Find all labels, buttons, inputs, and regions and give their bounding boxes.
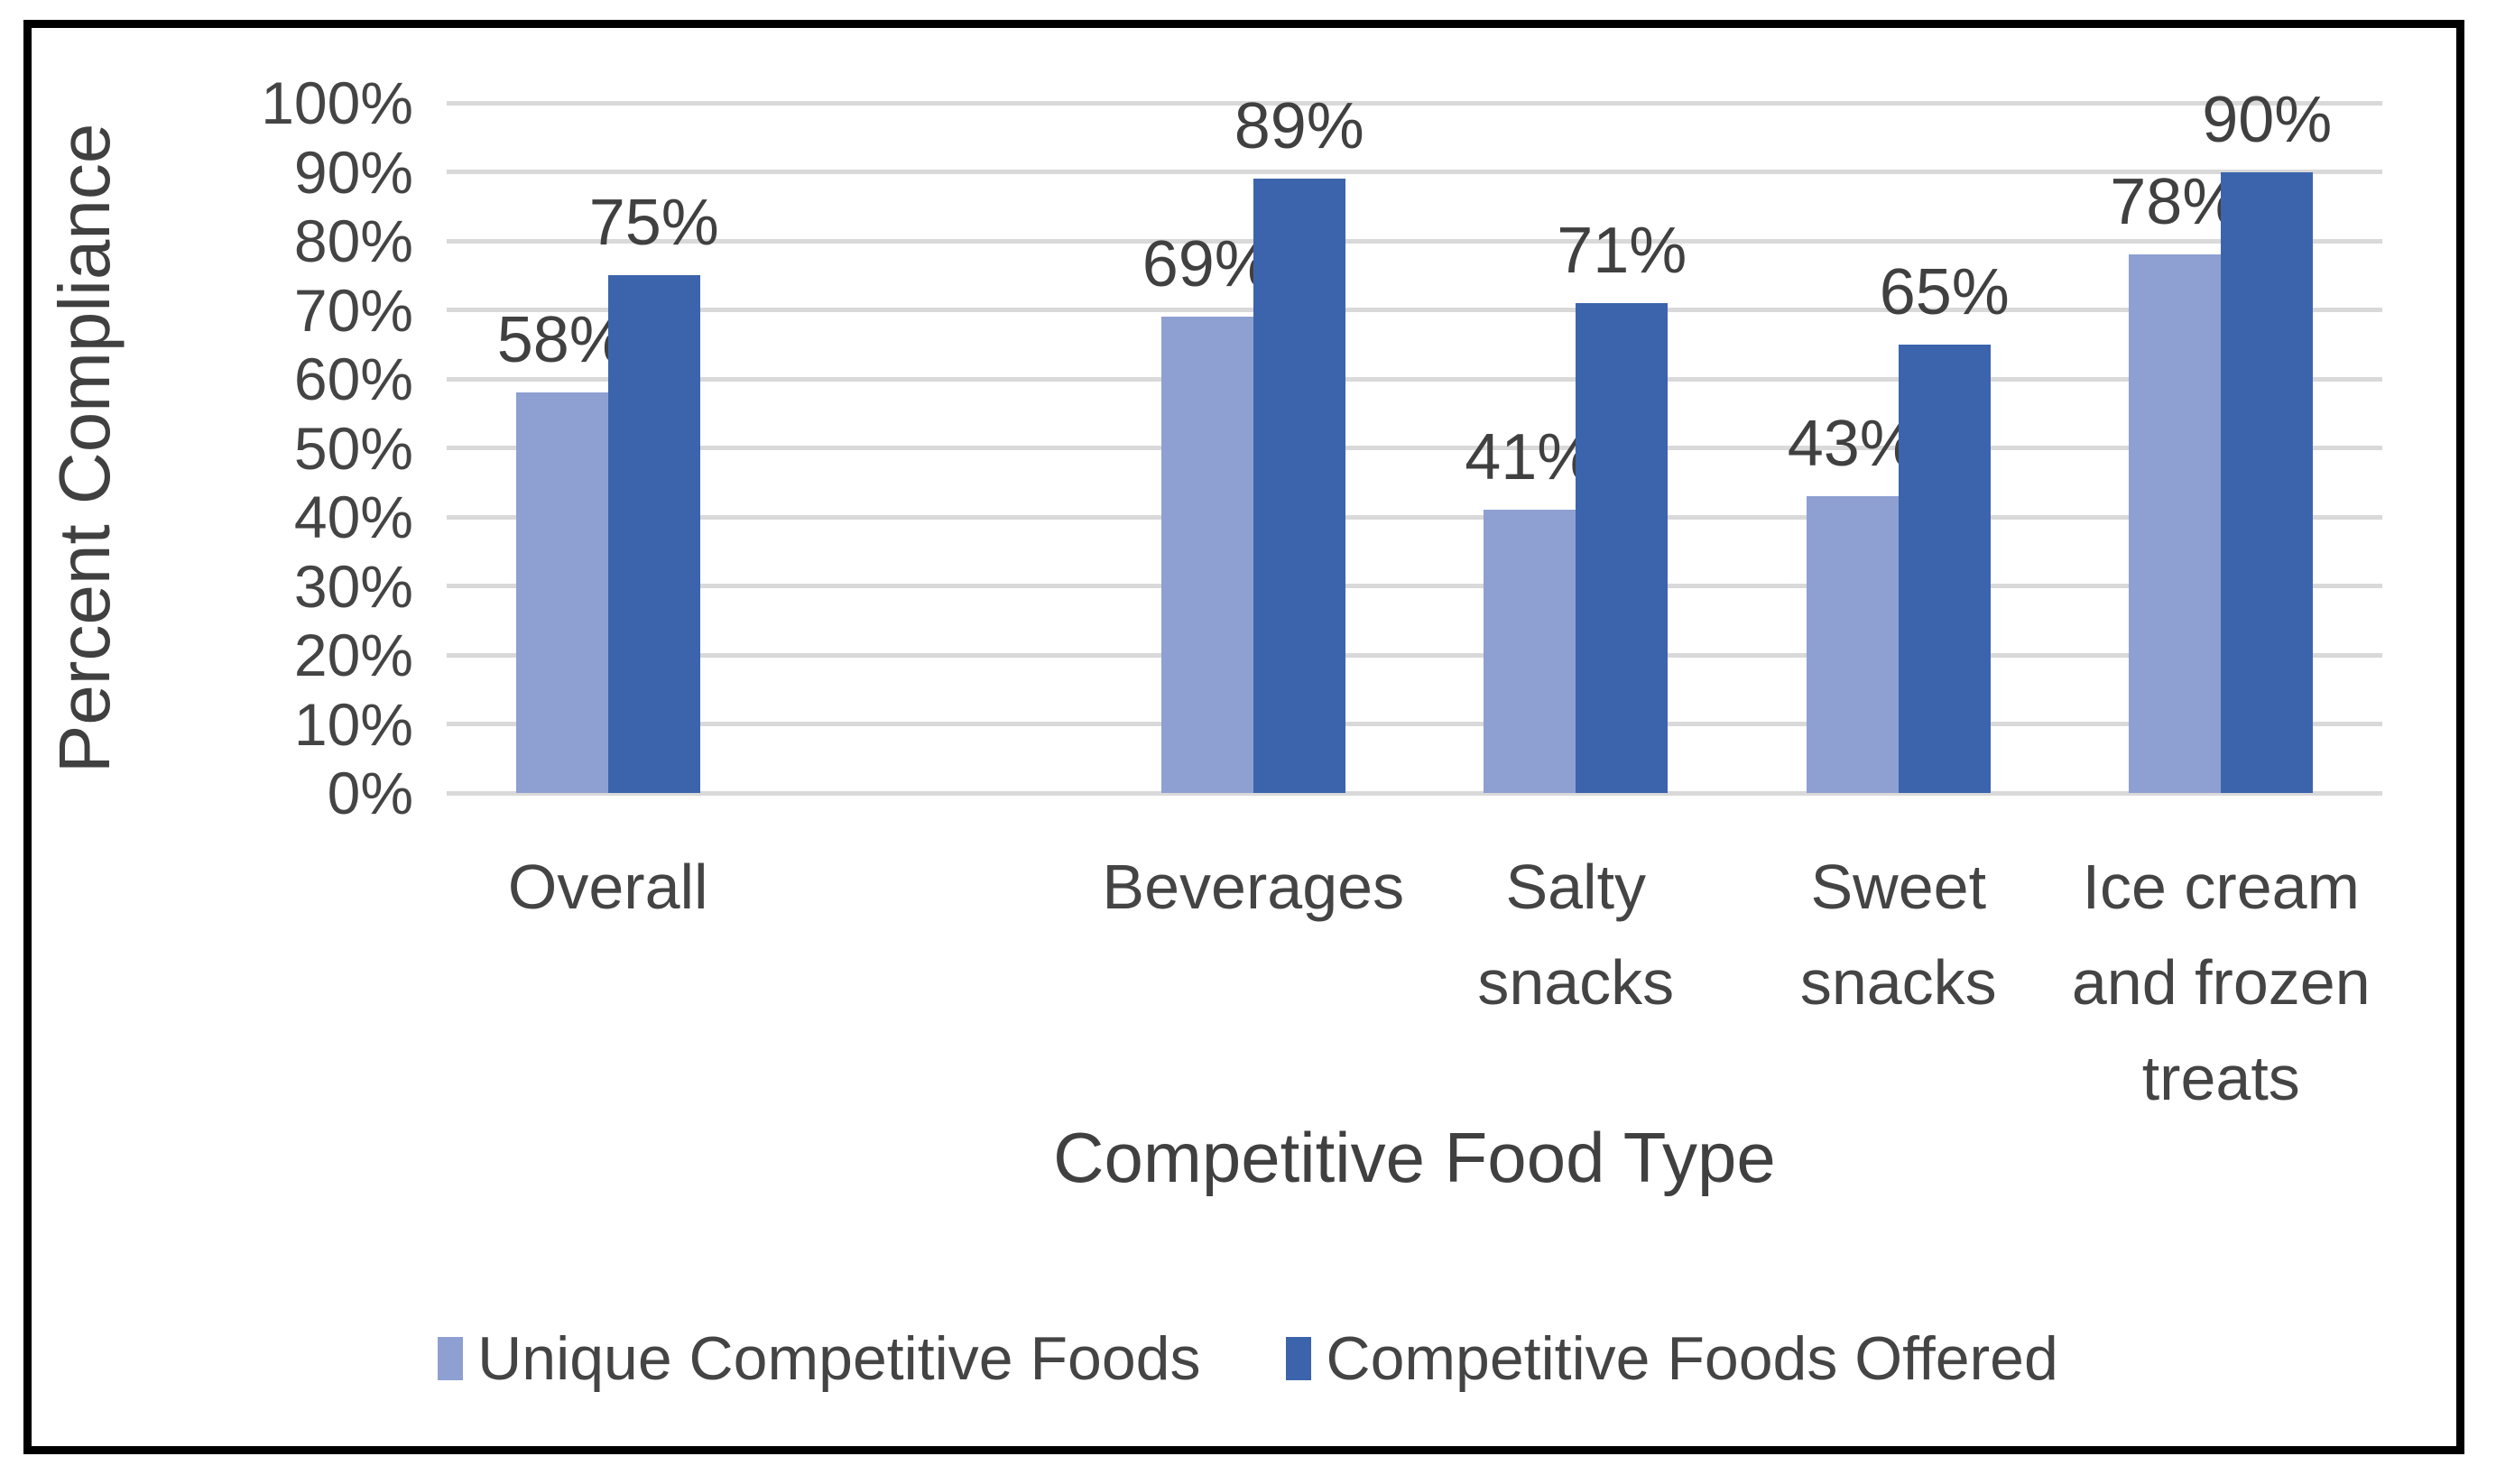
data-label-beverages-series-1: 89% [1234,90,1364,163]
gridline-70pct [447,308,2382,312]
y-tick-label-60pct: 60% [293,346,413,412]
gridline-80pct [447,238,2382,244]
y-tick-label-20pct: 20% [293,622,413,688]
legend-swatch-competitive-foods-offered [1286,1337,1312,1380]
legend: Unique Competitive Foods Competitive Foo… [0,1328,2496,1389]
bar-sweet-snacks-series-0 [1806,496,1899,793]
gridline-60pct [447,376,2382,382]
bar-overall-series-0 [515,392,608,793]
legend-label-unique-competitive-foods: Unique Competitive Foods [477,1324,1201,1393]
gridline-20pct [447,652,2382,658]
y-tick-label-100pct: 100% [261,69,413,136]
y-tick-label-90pct: 90% [293,138,413,206]
y-axis-title: Percent Compliance [44,123,125,773]
category-label-line: Salty [1505,852,1647,922]
bar-ice-cream-and-frozen-treats-series-1 [2221,171,2314,793]
legend-swatch-unique-competitive-foods [438,1337,464,1380]
legend-label-competitive-foods-offered: Competitive Foods Offered [1326,1324,2058,1393]
y-tick-label-70pct: 70% [293,276,413,344]
category-label-beverages: Beverages [1102,839,1404,935]
category-label-line: treats [2141,1043,2300,1113]
category-label-line: Beverages [1102,852,1405,922]
data-label-overall-series-0: 58% [496,304,627,377]
y-tick-label-30pct: 30% [293,552,413,620]
category-label-line: and frozen [2071,947,2371,1018]
legend-item-unique-competitive-foods: Unique Competitive Foods [438,1328,1200,1389]
gridline-10pct [447,722,2382,726]
data-label-salty-snacks-series-0: 41% [1465,421,1595,494]
data-label-ice-cream-and-frozen-treats-series-0: 78% [2110,166,2241,239]
data-label-ice-cream-and-frozen-treats-series-1: 90% [2202,83,2333,156]
category-label-overall: Overall [508,839,708,935]
bar-salty-snacks-series-1 [1576,302,1669,793]
data-label-salty-snacks-series-1: 71% [1557,214,1687,287]
bar-overall-series-1 [607,275,700,793]
y-tick-label-0pct: 0% [327,760,413,826]
gridline-30pct [447,584,2382,588]
gridline-100pct [447,100,2382,106]
x-axis-title: Competitive Food Type [1053,1118,1776,1197]
gridline-40pct [447,514,2382,520]
gridline-90pct [447,170,2382,174]
y-tick-label-40pct: 40% [293,484,413,550]
data-label-sweet-snacks-series-0: 43% [1787,408,1918,481]
y-tick-label-80pct: 80% [293,207,413,274]
category-label-line: Sweet [1810,852,1987,922]
data-label-sweet-snacks-series-1: 65% [1879,255,2010,328]
gridline-0pct [447,790,2382,796]
bar-salty-snacks-series-0 [1484,510,1576,793]
y-tick-label-50pct: 50% [293,414,413,482]
data-label-beverages-series-0: 69% [1142,228,1272,301]
bar-ice-cream-and-frozen-treats-series-0 [2129,254,2222,793]
category-label-line: Overall [507,852,708,922]
category-label-line: Ice cream [2082,852,2360,922]
y-tick-label-10pct: 10% [293,690,413,758]
category-label-salty-snacks: Salty snacks [1477,839,1674,1030]
plot-area: 58% 75% 69% 89% 41% 71% 43% 65% 78% 90% [447,88,2382,796]
category-label-line: snacks [1477,947,1675,1018]
category-label-line: snacks [1799,947,1997,1018]
bar-sweet-snacks-series-1 [1898,344,1991,793]
legend-item-competitive-foods-offered: Competitive Foods Offered [1286,1324,2058,1393]
data-label-overall-series-1: 75% [588,187,719,260]
bar-beverages-series-0 [1160,317,1253,793]
category-label-ice-cream-and-frozen-treats: Ice cream and frozen treats [2072,839,2371,1126]
category-label-sweet-snacks: Sweet snacks [1800,839,1997,1030]
bar-beverages-series-1 [1253,179,1345,793]
gridline-50pct [447,446,2382,450]
